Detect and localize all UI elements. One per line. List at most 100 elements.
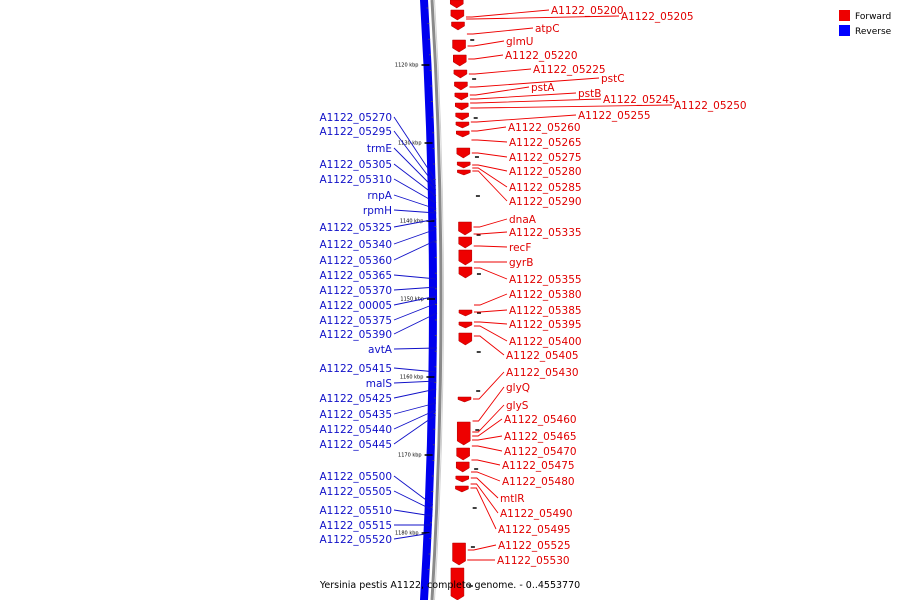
reverse-gene-leader — [393, 414, 436, 445]
backbone-ring-inner — [434, 0, 444, 600]
reverse-gene-label: A1122_05375 — [319, 315, 392, 327]
forward-gene-label: glyS — [506, 400, 529, 412]
forward-gene-arrow — [454, 81, 468, 91]
reverse-gene-label: A1122_05295 — [319, 126, 392, 138]
forward-gene-label: A1122_05490 — [500, 508, 573, 520]
forward-gene-arrow — [452, 542, 466, 566]
reverse-gene-label: A1122_05325 — [319, 222, 392, 234]
forward-gene-label: A1122_05200 — [551, 5, 624, 17]
forward-gene-leader — [471, 471, 501, 482]
forward-gene-leader — [468, 68, 532, 75]
forward-gene-label: A1122_05280 — [509, 166, 582, 178]
forward-gene-label: pstC — [601, 73, 625, 85]
reverse-gene-label: A1122_05310 — [319, 174, 392, 186]
forward-gene-leader — [473, 231, 508, 235]
forward-gene-arrow — [458, 236, 472, 249]
reverse-gene-leader — [393, 218, 437, 228]
forward-gene-label: atpC — [535, 23, 560, 35]
forward-gene-label: A1122_05260 — [508, 122, 581, 134]
genome-caption: Yersinia pestis A1122, complete genome. … — [319, 580, 580, 591]
reverse-gene-leader — [393, 402, 437, 415]
reverse-gene-leader — [393, 116, 436, 181]
reverse-gene-label: A1122_00005 — [319, 300, 392, 312]
forward-gene-label: A1122_05475 — [502, 460, 575, 472]
forward-gene-leader — [471, 445, 503, 452]
forward-gene-leader — [469, 86, 530, 96]
forward-gene-arrow — [456, 421, 471, 446]
reverse-gene-label: A1122_05390 — [319, 329, 392, 341]
legend-forward-swatch — [839, 10, 850, 21]
reverse-gene-leader — [393, 209, 437, 214]
kbp-tick-label: 1150 kbp — [400, 297, 424, 303]
forward-gene-label: A1122_05355 — [509, 274, 582, 286]
reverse-gene-leader — [393, 380, 437, 384]
kbp-ticks: 1120 kbp 1130 kbp 1140 kbp 1150 kbp 1160 kbp… — [395, 7, 481, 587]
reverse-strand-band — [420, 0, 437, 600]
reverse-gene-label: rnpA — [367, 190, 392, 202]
forward-gene-leader — [465, 9, 550, 18]
forward-gene-arrow — [455, 485, 469, 493]
backbone-ring — [430, 0, 443, 600]
forward-gene-arrow — [458, 332, 473, 346]
forward-gene-label: A1122_05250 — [674, 100, 747, 112]
forward-gene-label: glmU — [506, 36, 534, 48]
forward-gene-leader — [472, 435, 503, 441]
reverse-gene-label: A1122_05340 — [319, 239, 392, 251]
legend-reverse-swatch — [839, 25, 850, 36]
reverse-gene-label: A1122_05500 — [319, 471, 392, 483]
forward-gene-arrow — [457, 396, 472, 403]
forward-gene-leader — [470, 487, 497, 530]
forward-gene-arrow — [451, 21, 465, 31]
forward-gene-label: A1122_05205 — [621, 11, 694, 23]
forward-gene-label: A1122_05495 — [498, 524, 571, 536]
reverse-gene-label: A1122_05360 — [319, 255, 392, 267]
forward-gene-arrow — [455, 130, 470, 138]
forward-gene-leader — [472, 386, 505, 422]
legend-reverse-label: Reverse — [855, 27, 892, 37]
forward-gene-arrow — [458, 221, 472, 236]
forward-gene-leader — [473, 325, 508, 342]
reverse-gene-leader — [393, 178, 437, 204]
forward-gene-leader — [470, 483, 499, 514]
forward-gene-label: A1122_05255 — [578, 110, 651, 122]
reverse-gene-label: malS — [366, 378, 393, 390]
forward-gene-label: A1122_05220 — [505, 50, 578, 62]
forward-gene-label: A1122_05470 — [504, 446, 577, 458]
reverse-gene-leader — [393, 228, 437, 245]
reverse-gene-label: A1122_05365 — [319, 270, 392, 282]
reverse-gene-label: A1122_05445 — [319, 439, 392, 451]
forward-gene-leaders — [465, 9, 673, 561]
kbp-tick-label: 1140 kbp — [400, 219, 424, 225]
forward-gene-arrow — [455, 475, 470, 483]
forward-gene-label: mtlR — [500, 493, 525, 505]
reverse-gene-leader — [393, 475, 434, 506]
forward-gene-arrow — [455, 112, 469, 121]
forward-gene-leader — [472, 164, 508, 172]
forward-gene-leader — [467, 544, 497, 551]
forward-gene-leader — [469, 92, 577, 100]
reverse-gene-leader — [393, 286, 438, 291]
forward-gene-leader — [473, 371, 505, 400]
reverse-gene-label: A1122_05435 — [319, 409, 392, 421]
forward-gene-arrow — [456, 161, 471, 169]
forward-gene-label: A1122_05285 — [509, 182, 582, 194]
kbp-tick-label: 1120 kbp — [395, 63, 419, 69]
kbp-tick-label: 1160 kbp — [400, 375, 424, 381]
reverse-gene-leader — [393, 163, 437, 197]
forward-gene-leader — [470, 98, 602, 104]
forward-gene-arrow — [453, 69, 468, 79]
kbp-tick-label: 1170 kbp — [398, 453, 422, 459]
reverse-gene-leader — [393, 490, 433, 511]
forward-gene-leader — [470, 114, 577, 123]
forward-gene-label: gyrB — [509, 257, 533, 269]
forward-gene-label: A1122_05430 — [506, 367, 579, 379]
reverse-gene-label: A1122_05305 — [319, 159, 392, 171]
forward-gene-arrow — [450, 567, 465, 600]
kbp-tick-label: 1180 kbp — [395, 531, 419, 537]
reverse-gene-leader — [393, 239, 437, 261]
reverse-gene-leader — [393, 312, 438, 335]
forward-gene-label: recF — [509, 242, 531, 254]
forward-gene-leader — [471, 126, 507, 132]
